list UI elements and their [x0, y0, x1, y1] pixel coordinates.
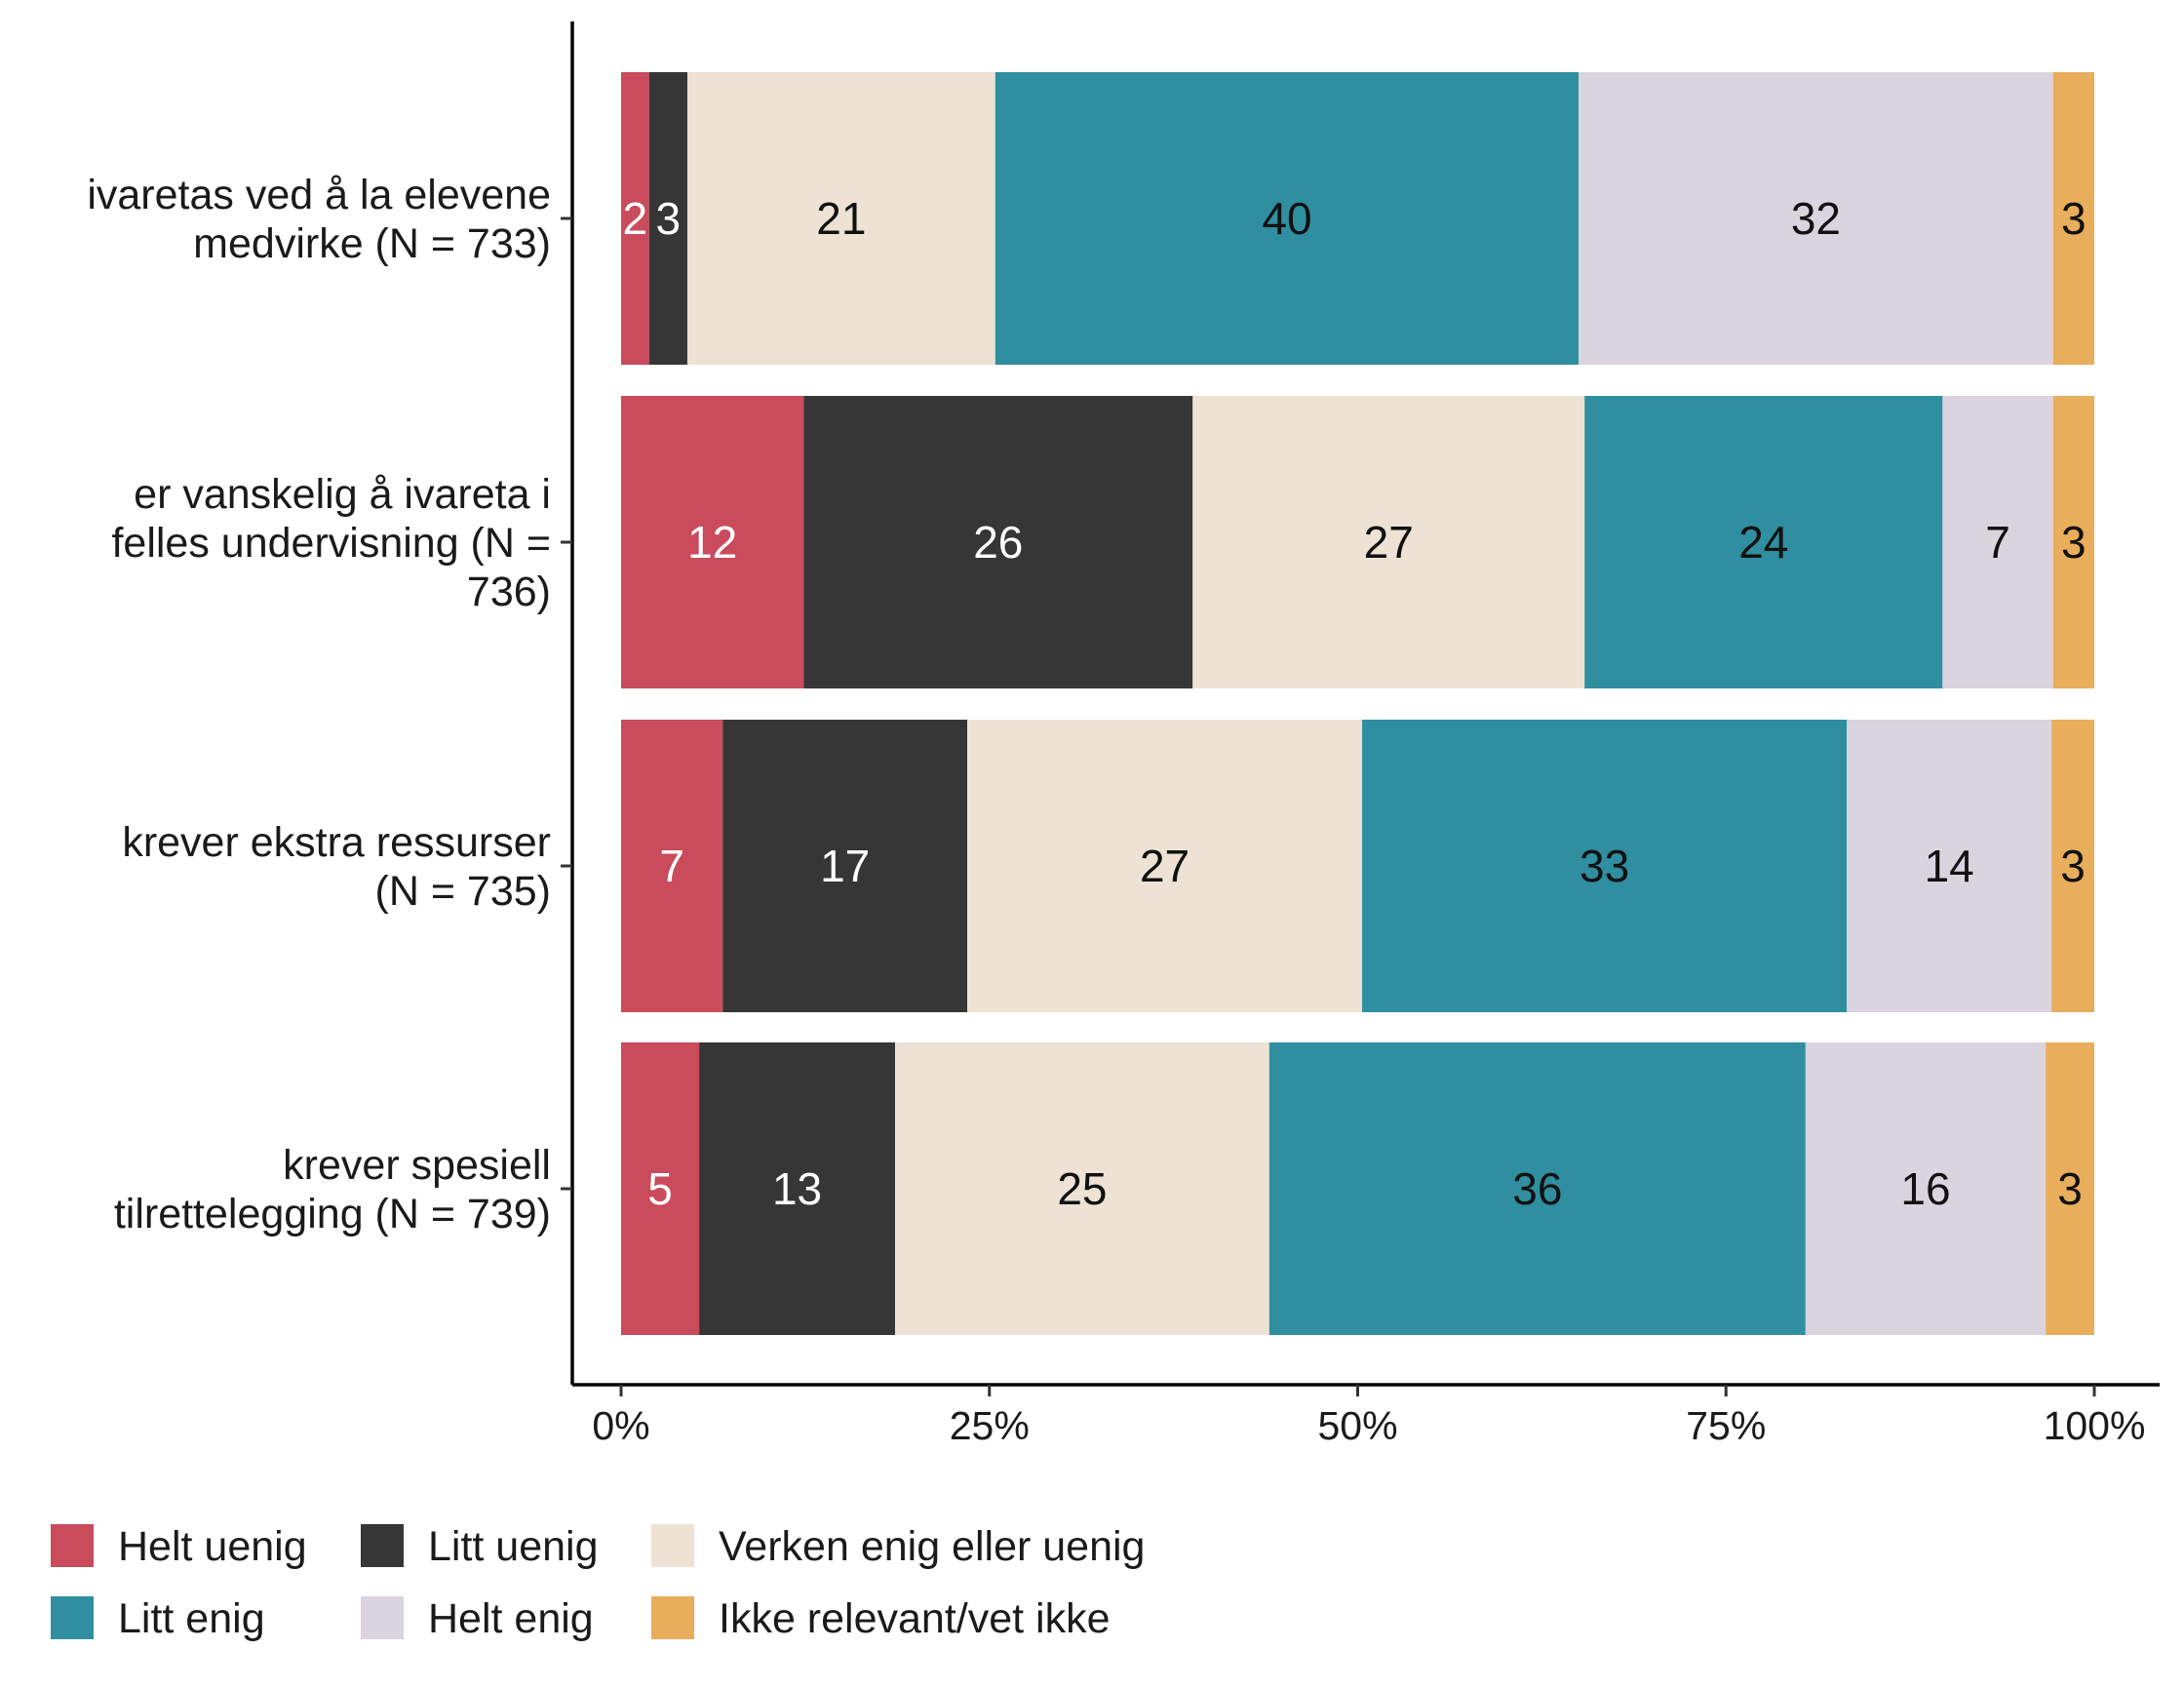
data-label: 32 [1791, 193, 1841, 244]
legend-label: Litt enig [118, 1595, 265, 1642]
category-label: felles undervisning (N = [111, 520, 551, 567]
legend-swatch [51, 1596, 94, 1639]
x-tick-label: 50% [1317, 1403, 1397, 1448]
category-label: er vanskelig å ivareta i [134, 471, 551, 518]
bar-segment [967, 720, 1363, 1012]
data-label: 27 [1364, 517, 1414, 568]
legend-swatch [651, 1596, 694, 1639]
legend-label: Ikke relevant/vet ikke [719, 1595, 1111, 1642]
bar-segment [1362, 720, 1848, 1012]
category-label: krever spesiell [283, 1142, 551, 1189]
legend: Helt uenig Litt uenig Verken enig eller ue… [51, 1523, 1145, 1642]
bar-segment [2051, 720, 2094, 1012]
data-label: 2 [623, 193, 648, 244]
category-label: ivaretas ved å la elevene [87, 172, 551, 218]
data-label: 14 [1925, 841, 1974, 891]
data-label: 17 [820, 841, 870, 891]
bar-segment [2052, 72, 2094, 365]
bar-segment [895, 1042, 1269, 1335]
legend-swatch [651, 1524, 694, 1567]
bar-segment [621, 720, 723, 1012]
data-label: 40 [1262, 193, 1311, 244]
data-label: 3 [2061, 193, 2086, 244]
legend-swatch [361, 1596, 404, 1639]
bar-segment [1942, 396, 2053, 688]
data-label: 7 [1985, 517, 2010, 568]
bar-segment [1805, 1042, 2047, 1335]
legend-swatch [51, 1524, 94, 1567]
bar-segment [1847, 720, 2052, 1012]
axes-layer: 0% 25% 50% 75% 100% ivaretas ved å la elevene… [87, 21, 2160, 1448]
legend-swatch [361, 1524, 404, 1567]
legend-label: Helt enig [428, 1595, 594, 1642]
data-label: 5 [647, 1163, 673, 1214]
category-label: tilrettelegging (N = 739) [114, 1191, 551, 1237]
bar-segment [994, 72, 1580, 365]
legend-label: Litt uenig [428, 1523, 599, 1570]
data-label: 16 [1900, 1163, 1950, 1214]
bar-segment [621, 396, 804, 688]
x-tick-label: 75% [1686, 1403, 1766, 1448]
bars-layer: 2 3 21 40 32 312 26 27 24 7 37 17 27 33 14 35 13 25 36 16 3 [621, 72, 2094, 1335]
data-label: 3 [2061, 517, 2086, 568]
bar-segment [699, 1042, 896, 1335]
bar-segment [1579, 72, 2053, 365]
bar-segment [686, 72, 995, 365]
data-label: 21 [816, 193, 866, 244]
bar-segment [2052, 396, 2094, 688]
bar-segment [2046, 1042, 2094, 1335]
data-label: 36 [1512, 1163, 1562, 1214]
data-label: 27 [1140, 841, 1190, 891]
data-label: 13 [772, 1163, 822, 1214]
data-label: 26 [973, 517, 1023, 568]
legend-label: Helt uenig [118, 1523, 307, 1570]
bar-segment [1268, 1042, 1806, 1335]
bar-segment [1192, 396, 1585, 688]
category-label: 736) [467, 569, 551, 615]
data-label: 24 [1738, 517, 1788, 568]
x-tick-label: 25% [950, 1403, 1030, 1448]
data-label: 3 [2060, 841, 2086, 891]
data-label: 33 [1580, 841, 1629, 891]
category-label: krever ekstra ressurser [122, 819, 551, 866]
data-label: 7 [659, 841, 684, 891]
bar-segment [621, 1042, 700, 1335]
bar-segment [621, 72, 649, 365]
legend-label: Verken enig eller uenig [719, 1523, 1145, 1570]
category-label: (N = 735) [375, 868, 551, 915]
bar-segment [648, 72, 687, 365]
data-label: 3 [656, 193, 682, 244]
data-label: 12 [687, 517, 737, 568]
x-tick-label: 0% [592, 1403, 649, 1448]
category-label: medvirke (N = 733) [193, 220, 551, 267]
bar-segment [803, 396, 1193, 688]
bar-segment [722, 720, 968, 1012]
x-tick-label: 100% [2044, 1403, 2146, 1448]
data-label: 25 [1057, 1163, 1107, 1214]
data-label: 3 [2057, 1163, 2083, 1214]
bar-segment [1584, 396, 1943, 688]
